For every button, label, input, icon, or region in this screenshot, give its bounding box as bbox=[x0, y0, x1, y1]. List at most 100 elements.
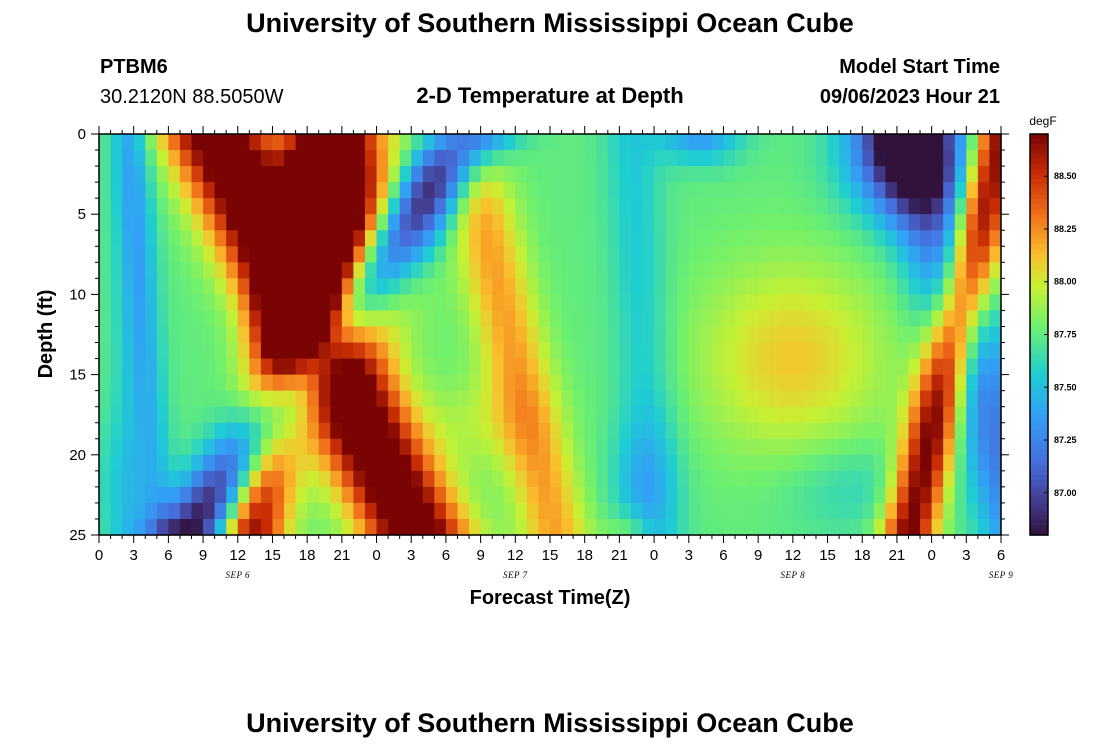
heatmap-cell bbox=[214, 518, 227, 536]
heatmap-cell bbox=[977, 150, 991, 167]
heatmap-cell bbox=[538, 278, 551, 295]
heatmap-cell bbox=[839, 214, 852, 231]
heatmap-cell bbox=[735, 342, 748, 360]
heatmap-cell bbox=[307, 454, 320, 472]
heatmap-cell bbox=[376, 454, 389, 472]
heatmap-cell bbox=[700, 326, 713, 344]
heatmap-cell bbox=[896, 262, 910, 279]
heatmap-cell bbox=[642, 326, 655, 344]
heatmap-cell bbox=[260, 214, 274, 231]
heatmap-cell bbox=[769, 374, 782, 392]
heatmap-cell bbox=[399, 358, 412, 376]
heatmap-cell bbox=[295, 262, 308, 279]
heatmap-cell bbox=[237, 438, 250, 456]
heatmap-cell bbox=[133, 198, 146, 215]
heatmap-cell bbox=[839, 406, 852, 424]
heatmap-cell bbox=[133, 486, 146, 504]
heatmap-cell bbox=[792, 518, 806, 536]
heatmap-cell bbox=[642, 518, 655, 536]
heatmap-cell bbox=[214, 422, 227, 440]
heatmap-cell bbox=[145, 134, 158, 151]
heatmap-cell bbox=[249, 438, 262, 456]
heatmap-cell bbox=[989, 486, 1002, 504]
heatmap-cell bbox=[480, 518, 493, 536]
colorbar-segment bbox=[1030, 284, 1048, 290]
heatmap-cell bbox=[584, 262, 597, 279]
heatmap-cell bbox=[584, 438, 597, 456]
heatmap-cell bbox=[469, 518, 482, 536]
heatmap-cell bbox=[318, 182, 331, 199]
heatmap-cell bbox=[550, 518, 563, 536]
heatmap-cell bbox=[526, 486, 540, 504]
heatmap-cell bbox=[584, 374, 597, 392]
heatmap-cell bbox=[827, 502, 840, 520]
heatmap-cell bbox=[654, 134, 667, 151]
heatmap-cell bbox=[642, 438, 655, 456]
heatmap-cell bbox=[422, 310, 435, 328]
colorbar-segment bbox=[1030, 164, 1048, 170]
heatmap-cell bbox=[307, 294, 320, 312]
heatmap-cell bbox=[203, 230, 216, 247]
heatmap-cell bbox=[353, 326, 366, 344]
heatmap-cell bbox=[191, 246, 204, 263]
heatmap-cell bbox=[330, 262, 343, 279]
heatmap-cell bbox=[434, 294, 447, 312]
heatmap-cell bbox=[237, 486, 250, 504]
heatmap-cell bbox=[307, 438, 320, 456]
heatmap-cell bbox=[711, 438, 725, 456]
heatmap-cell bbox=[735, 422, 748, 440]
heatmap-cell bbox=[607, 390, 620, 408]
heatmap-cell bbox=[584, 422, 597, 440]
heatmap-cell bbox=[469, 438, 482, 456]
heatmap-cell bbox=[145, 358, 158, 376]
colorbar-segment bbox=[1030, 184, 1048, 190]
heatmap-cell bbox=[954, 438, 967, 456]
heatmap-cell bbox=[642, 230, 655, 247]
heatmap-cell bbox=[168, 390, 181, 408]
heatmap-cell bbox=[284, 230, 297, 247]
heatmap-cell bbox=[896, 182, 910, 199]
heatmap-cell bbox=[758, 486, 771, 504]
heatmap-cell bbox=[665, 326, 678, 344]
heatmap-cell bbox=[954, 262, 967, 279]
heatmap-cell bbox=[191, 214, 204, 231]
heatmap-cell bbox=[284, 134, 297, 151]
heatmap-cell bbox=[272, 294, 285, 312]
heatmap-cell bbox=[399, 422, 412, 440]
heatmap-cell bbox=[133, 406, 146, 424]
heatmap-cell bbox=[330, 246, 343, 263]
heatmap-cell bbox=[515, 422, 528, 440]
heatmap-cell bbox=[341, 230, 355, 247]
heatmap-cell bbox=[133, 214, 146, 231]
heatmap-cell bbox=[735, 150, 748, 167]
heatmap-cell bbox=[815, 406, 829, 424]
heatmap-cell bbox=[99, 470, 112, 488]
heatmap-cell bbox=[445, 150, 459, 167]
heatmap-cell bbox=[561, 310, 574, 328]
heatmap-cell bbox=[873, 422, 886, 440]
y-tick-label: 0 bbox=[78, 126, 86, 143]
heatmap-cell bbox=[989, 246, 1002, 263]
heatmap-cell bbox=[457, 182, 470, 199]
heatmap-cell bbox=[399, 182, 412, 199]
heatmap-cell bbox=[156, 486, 169, 504]
heatmap-cell bbox=[284, 486, 297, 504]
heatmap-cell bbox=[307, 182, 320, 199]
heatmap-cell bbox=[469, 230, 482, 247]
heatmap-cell bbox=[434, 518, 447, 536]
heatmap-cell bbox=[804, 358, 817, 376]
heatmap-cell bbox=[469, 166, 482, 183]
heatmap-cell bbox=[469, 278, 482, 295]
heatmap-cell bbox=[920, 182, 933, 199]
heatmap-cell bbox=[885, 422, 898, 440]
heatmap-cell bbox=[318, 470, 331, 488]
heatmap-cell bbox=[318, 134, 331, 151]
heatmap-cell bbox=[445, 502, 459, 520]
heatmap-cell bbox=[434, 230, 447, 247]
colorbar-segment bbox=[1030, 439, 1048, 446]
heatmap-cell bbox=[411, 230, 424, 247]
heatmap-cell bbox=[584, 470, 597, 488]
heatmap-cell bbox=[561, 518, 574, 536]
heatmap-cell bbox=[526, 294, 540, 312]
heatmap-cell bbox=[607, 134, 620, 151]
